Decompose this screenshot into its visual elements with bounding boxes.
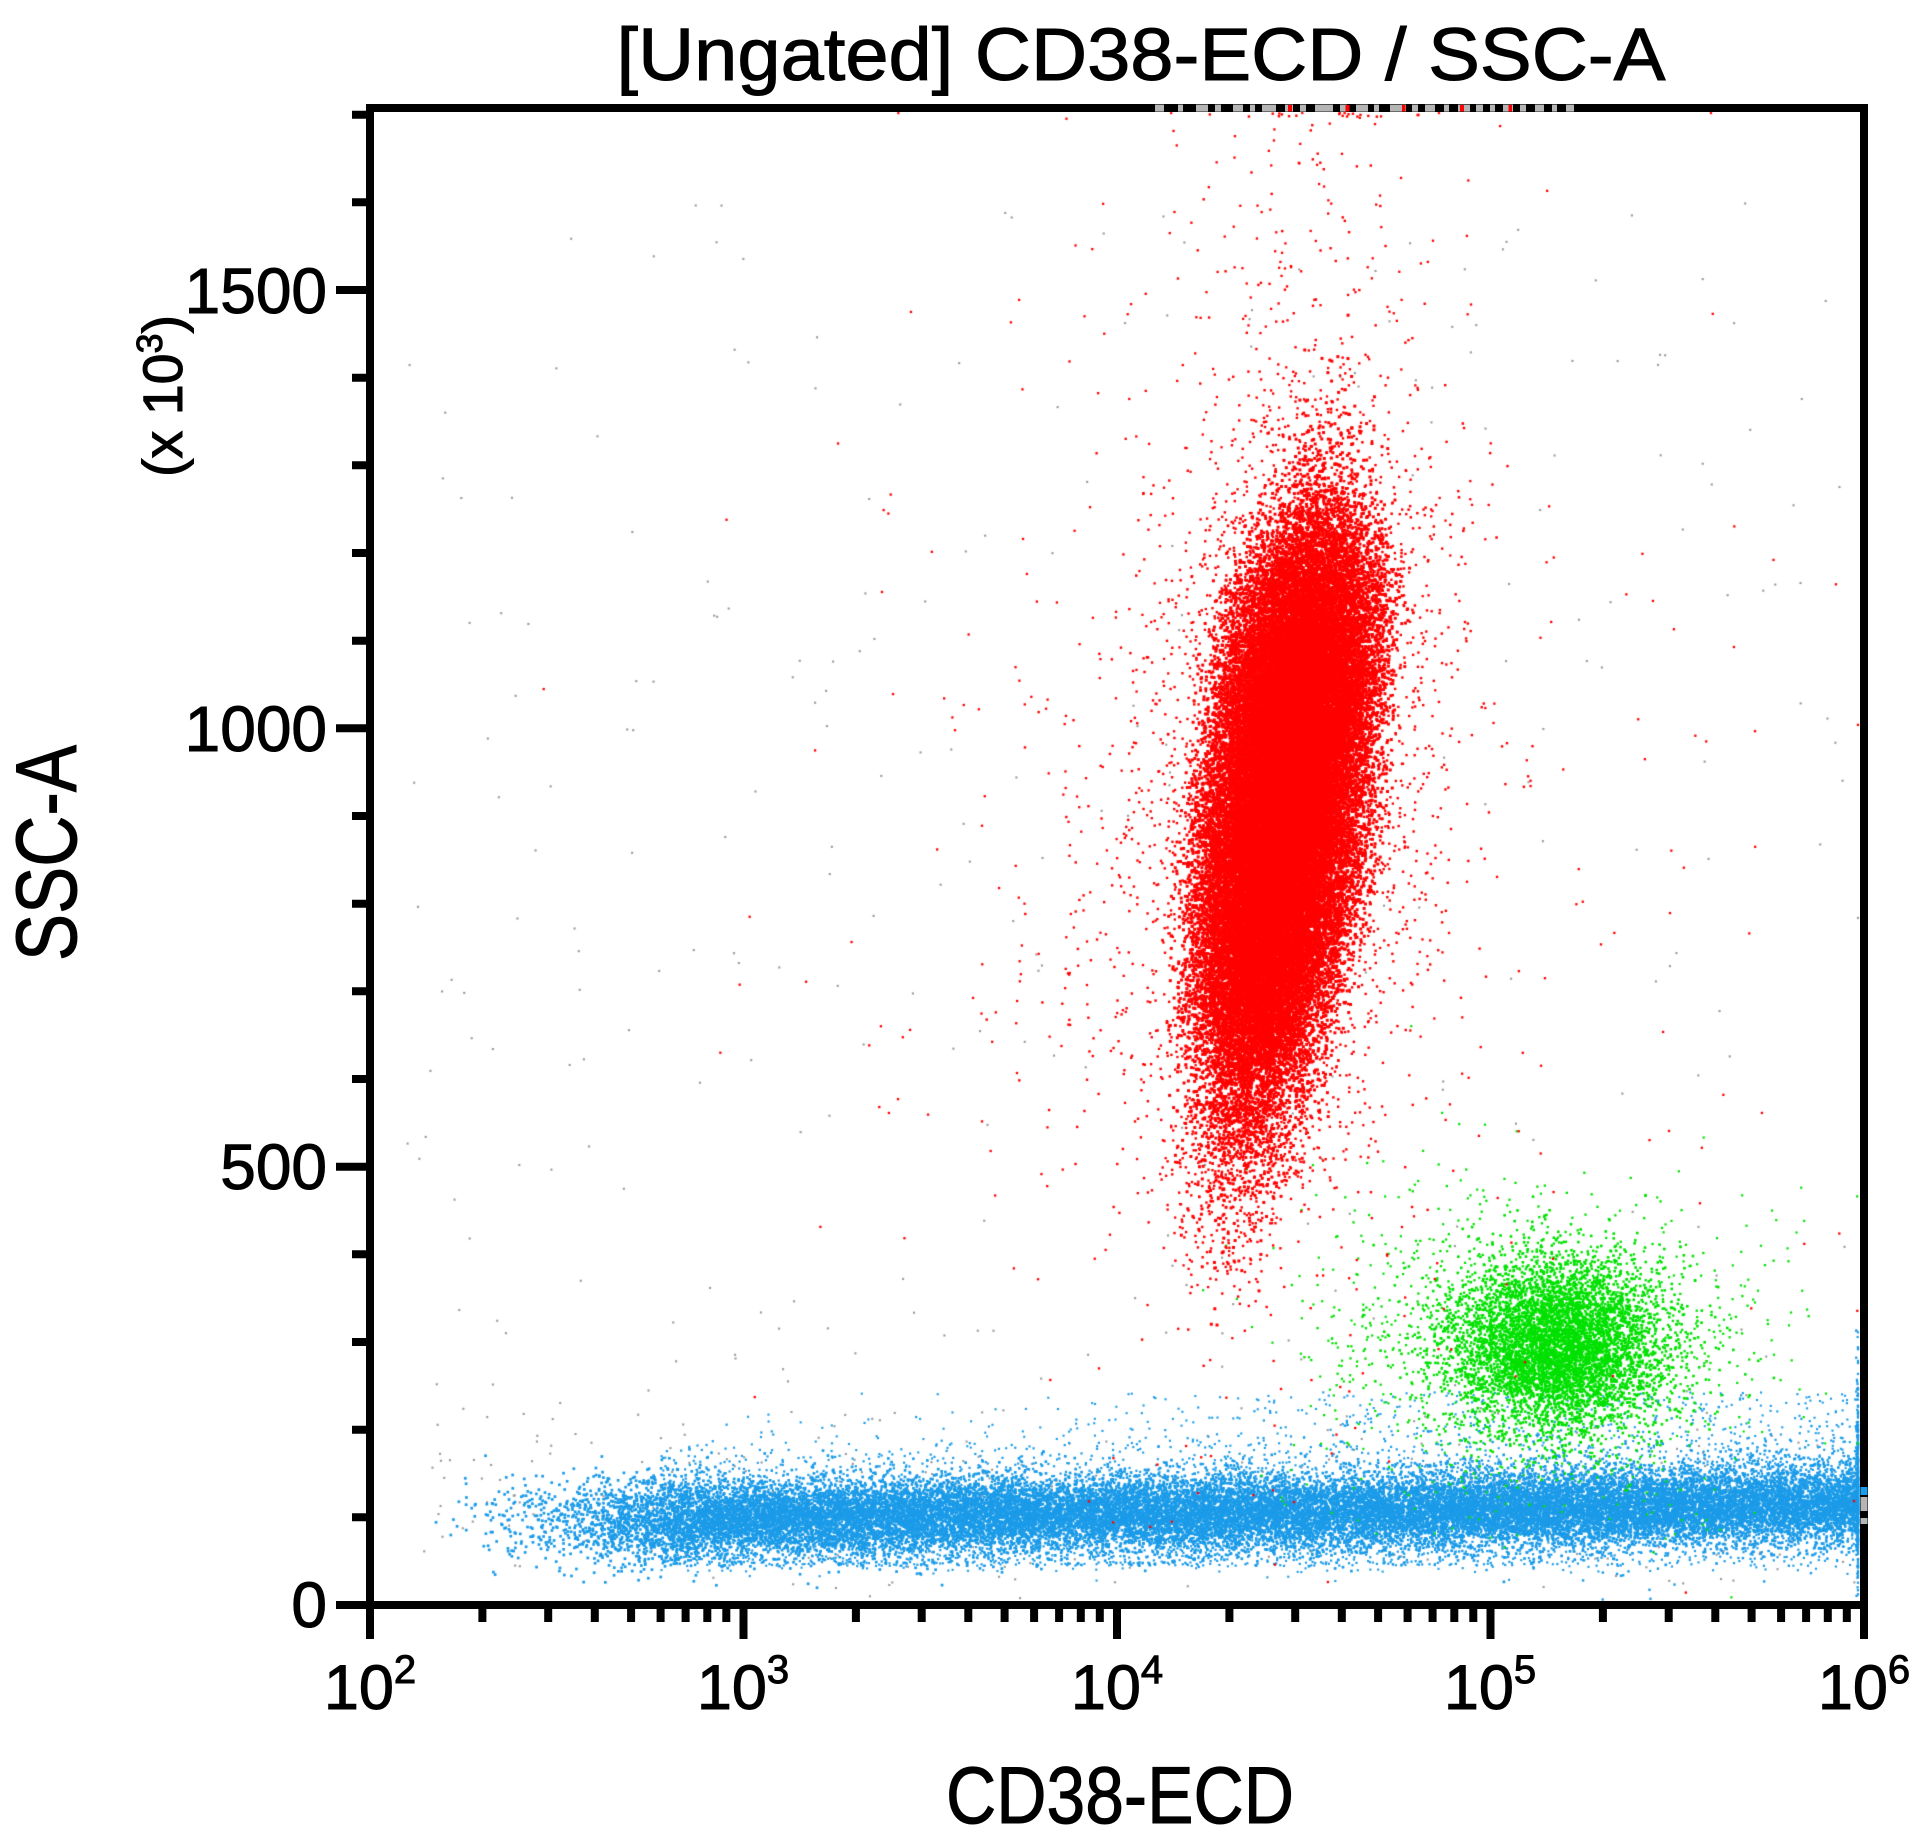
svg-text:CD38-ECD: CD38-ECD: [946, 1751, 1294, 1841]
svg-text:SSC-A: SSC-A: [0, 744, 95, 961]
svg-text:102: 102: [324, 1648, 416, 1723]
svg-text:1000: 1000: [185, 693, 327, 765]
svg-text:105: 105: [1444, 1648, 1536, 1723]
svg-text:500: 500: [220, 1131, 327, 1203]
svg-text:1500: 1500: [185, 255, 327, 327]
svg-text:(x 103): (x 103): [129, 315, 194, 477]
svg-text:106: 106: [1818, 1648, 1910, 1723]
svg-text:[Ungated] CD38-ECD / SSC-A: [Ungated] CD38-ECD / SSC-A: [617, 13, 1667, 96]
svg-text:103: 103: [697, 1648, 789, 1723]
svg-text:104: 104: [1071, 1648, 1163, 1723]
svg-text:0: 0: [291, 1569, 327, 1641]
